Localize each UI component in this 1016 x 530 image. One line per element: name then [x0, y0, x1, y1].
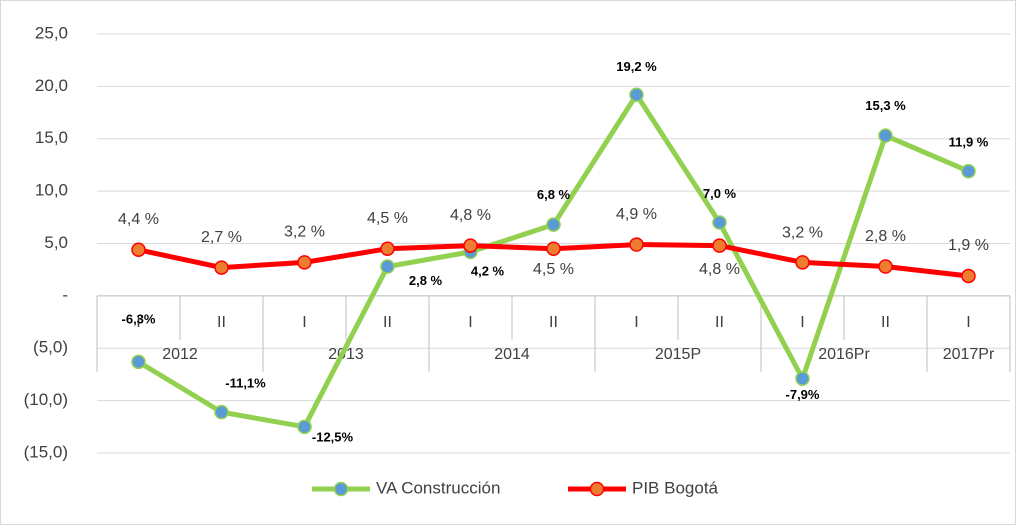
- data-label: 4,8 %: [699, 261, 740, 278]
- marker: [214, 260, 229, 275]
- x-tick-label: I: [136, 314, 140, 331]
- data-label: -7,9%: [786, 387, 820, 402]
- data-label: 15,3 %: [865, 98, 906, 113]
- x-tick-label: I: [800, 314, 804, 331]
- data-label: -12,5%: [312, 429, 354, 444]
- x-group-label: 2017Pr: [943, 346, 995, 363]
- y-tick-label: (10,0): [24, 390, 68, 409]
- y-tick-label: 20,0: [35, 76, 68, 95]
- marker: [131, 354, 146, 370]
- data-label: 11,9 %: [949, 135, 989, 150]
- marker: [380, 241, 395, 256]
- data-label: 4,9 %: [616, 206, 657, 223]
- legend-label: VA Construcción: [376, 478, 500, 497]
- x-tick-label: I: [302, 314, 306, 331]
- marker: [629, 87, 644, 103]
- data-label: 2,8 %: [865, 228, 906, 245]
- x-tick-label: II: [881, 314, 890, 331]
- marker: [380, 259, 395, 274]
- data-label: 1,9 %: [948, 237, 989, 254]
- x-group-label: 2012: [162, 346, 198, 363]
- data-label: 19,2 %: [616, 59, 657, 74]
- data-label: 4,4 %: [118, 211, 159, 228]
- data-label: -11,1%: [225, 376, 266, 391]
- marker: [629, 237, 644, 252]
- x-tick-label: II: [217, 314, 226, 331]
- y-tick-label: (5,0): [33, 338, 68, 357]
- y-tick-label: 15,0: [35, 128, 68, 147]
- marker: [463, 238, 478, 253]
- x-tick-label: I: [634, 314, 638, 331]
- legend-marker: [333, 481, 349, 497]
- marker: [297, 419, 312, 435]
- marker: [961, 163, 976, 179]
- marker: [712, 238, 727, 253]
- data-label: 4,8 %: [450, 207, 491, 224]
- marker: [131, 242, 146, 258]
- data-label: 7,0 %: [703, 186, 737, 201]
- data-label: 3,2 %: [782, 225, 823, 242]
- x-tick-label: I: [468, 314, 472, 331]
- y-tick-label: (15,0): [24, 442, 68, 461]
- data-label: 6,8 %: [537, 187, 571, 202]
- x-tick-label: II: [383, 314, 392, 331]
- marker: [878, 128, 893, 143]
- marker: [878, 259, 893, 274]
- data-label: -6,3%: [122, 311, 156, 326]
- x-tick-label: II: [715, 314, 724, 331]
- y-tick-label: 5,0: [44, 233, 68, 252]
- data-label: 3,2 %: [284, 224, 325, 241]
- marker: [214, 404, 229, 420]
- data-label: 4,2 %: [471, 263, 505, 278]
- x-tick-label: I: [966, 314, 970, 331]
- marker: [961, 268, 976, 284]
- x-group-label: 2014: [494, 346, 530, 363]
- y-tick-label: 10,0: [35, 181, 68, 200]
- data-label: 4,5 %: [533, 261, 574, 278]
- data-label: 2,8 %: [409, 273, 443, 288]
- marker: [546, 241, 561, 256]
- legend-label: PIB Bogotá: [632, 478, 719, 497]
- y-tick-label: 25,0: [35, 23, 68, 42]
- y-tick-label: -: [62, 285, 68, 304]
- marker: [795, 255, 810, 270]
- x-group-label: 2016Pr: [818, 346, 870, 363]
- marker: [795, 371, 810, 386]
- x-tick-label: II: [549, 314, 558, 331]
- marker: [297, 255, 312, 270]
- marker: [712, 215, 727, 230]
- marker: [546, 217, 561, 232]
- legend-marker: [589, 481, 605, 497]
- data-label: 4,5 %: [367, 210, 408, 227]
- data-label: 2,7 %: [201, 229, 242, 246]
- x-group-label: 2015P: [655, 346, 701, 363]
